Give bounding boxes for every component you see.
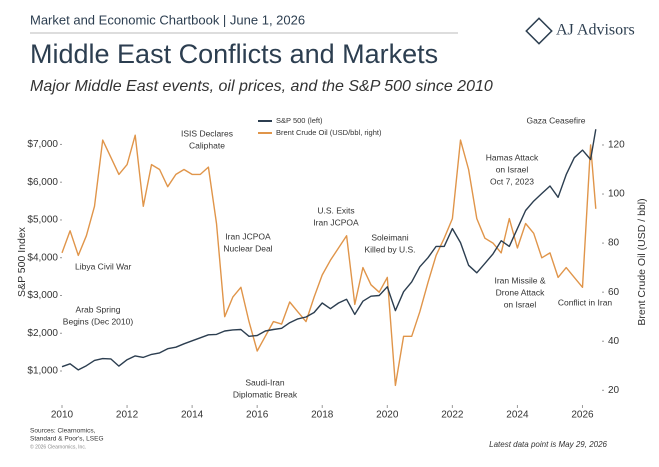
series-line bbox=[61, 134, 597, 387]
y2-tick-label: 20 bbox=[608, 385, 620, 396]
legend-label: S&P 500 (left) bbox=[276, 116, 323, 125]
y-tick-label: $6,000 bbox=[27, 177, 58, 188]
x-tick-label: 2026 bbox=[571, 410, 594, 421]
annotation: Conflict in Iran bbox=[558, 297, 613, 307]
annotation: Libya Civil War bbox=[75, 261, 132, 271]
y2-tick-label: 120 bbox=[608, 140, 625, 151]
y-tick-label: $3,000 bbox=[27, 290, 58, 301]
brand: AJ Advisors bbox=[556, 22, 635, 39]
annotation: U.S. Exits bbox=[317, 205, 354, 215]
x-tick-label: 2022 bbox=[441, 410, 464, 421]
series-line bbox=[61, 129, 597, 371]
y-axis-label: S&P 500 Index bbox=[16, 226, 28, 297]
y-tick-label: $2,000 bbox=[27, 328, 58, 339]
y-tick-label: $4,000 bbox=[27, 252, 58, 263]
annotation: Diplomatic Break bbox=[233, 389, 298, 399]
header: Market and Economic Chartbook | June 1, … bbox=[30, 12, 305, 27]
chart-title: Middle East Conflicts and Markets bbox=[30, 39, 438, 69]
annotation: Begins (Dec 2010) bbox=[63, 316, 134, 326]
annotation: Nuclear Deal bbox=[223, 243, 272, 253]
annotation: Caliphate bbox=[189, 140, 225, 150]
annotation: Iran JCPOA bbox=[313, 217, 359, 227]
x-tick-label: 2010 bbox=[51, 410, 74, 421]
annotation: Oct 7, 2023 bbox=[490, 176, 534, 186]
copyright: © 2026 Clearnomics, Inc. bbox=[30, 443, 86, 450]
annotation: Soleimani bbox=[371, 232, 408, 242]
annotation: on Israel bbox=[496, 164, 529, 174]
y2-tick-label: 100 bbox=[608, 189, 625, 200]
annotation: Gaza Ceasefire bbox=[526, 115, 585, 125]
x-tick-label: 2016 bbox=[246, 410, 269, 421]
footnote: Latest data point is May 29, 2026 bbox=[489, 440, 607, 449]
y-tick-label: $7,000 bbox=[27, 139, 58, 150]
x-tick-label: 2018 bbox=[311, 410, 334, 421]
x-tick-label: 2024 bbox=[506, 410, 529, 421]
legend-label: Brent Crude Oil (USD/bbl, right) bbox=[276, 128, 382, 137]
y2-axis-label: Brent Crude Oil (USD / bbl) bbox=[636, 198, 648, 325]
sources: Sources: Clearnomics, bbox=[30, 428, 96, 435]
annotation: on Israel bbox=[504, 299, 537, 309]
annotation: Saudi-Iran bbox=[245, 377, 284, 387]
logo-icon bbox=[525, 17, 553, 45]
annotation: Arab Spring bbox=[76, 304, 121, 314]
y2-tick-label: 40 bbox=[608, 336, 620, 347]
chart-subtitle: Major Middle East events, oil prices, an… bbox=[30, 78, 493, 95]
annotation: Killed by U.S. bbox=[364, 244, 415, 254]
annotation: Iran JCPOA bbox=[225, 231, 271, 241]
y-tick-label: $5,000 bbox=[27, 215, 58, 226]
annotation: ISIS Declares bbox=[181, 128, 233, 138]
y2-tick-label: 80 bbox=[608, 238, 620, 249]
y2-tick-label: 60 bbox=[608, 287, 620, 298]
x-tick-label: 2012 bbox=[116, 410, 139, 421]
sources: Standard & Poor's, LSEG bbox=[30, 436, 104, 443]
annotation: Hamas Attack bbox=[486, 152, 539, 162]
logo: AJ Advisors bbox=[525, 17, 635, 45]
x-tick-label: 2020 bbox=[376, 410, 399, 421]
x-tick-label: 2014 bbox=[181, 410, 204, 421]
annotation: Iran Missile & bbox=[494, 275, 545, 285]
annotation: Drone Attack bbox=[496, 287, 545, 297]
y-tick-label: $1,000 bbox=[27, 366, 58, 377]
